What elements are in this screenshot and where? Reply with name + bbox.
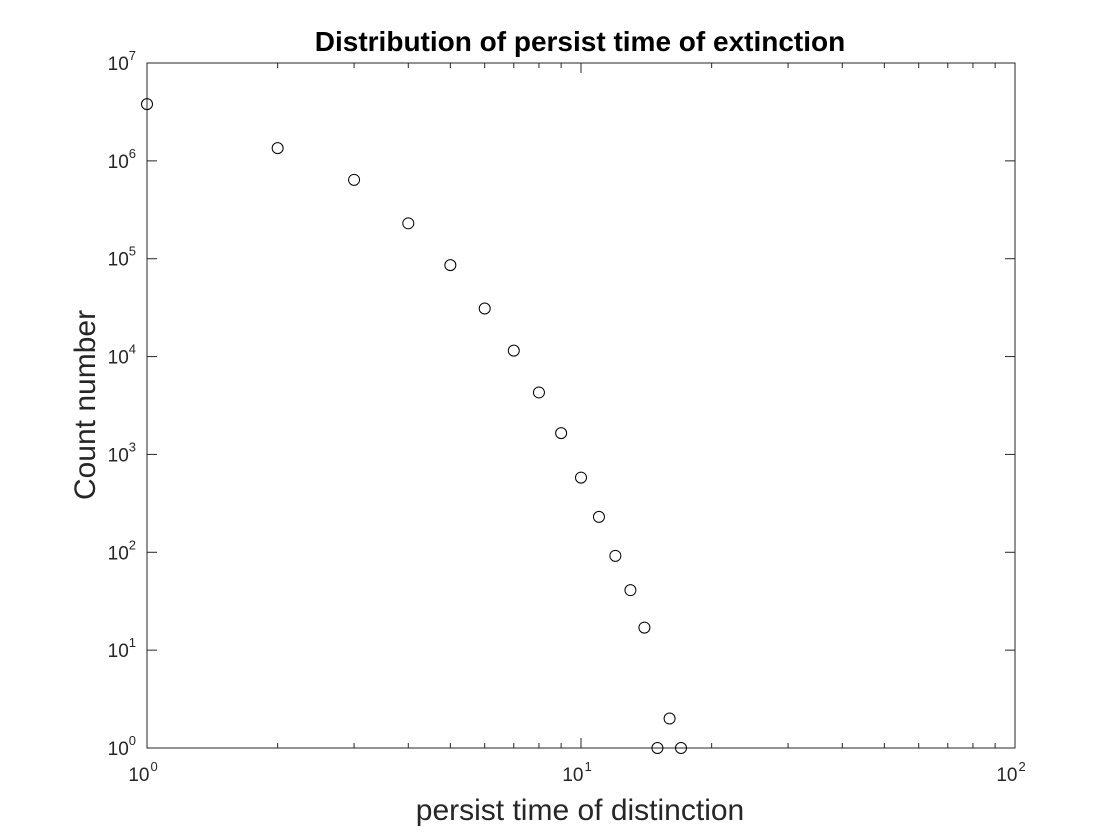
y-tick-label: 103 bbox=[108, 439, 136, 466]
data-point bbox=[575, 471, 587, 484]
data-point bbox=[638, 621, 651, 634]
data-point bbox=[651, 742, 664, 754]
data-point bbox=[555, 427, 568, 440]
x-tick-label: 101 bbox=[562, 759, 591, 786]
axis-ticks bbox=[146, 62, 1015, 749]
data-point bbox=[444, 259, 457, 272]
data-point bbox=[609, 549, 622, 562]
x-tick-label: 100 bbox=[128, 759, 157, 786]
data-point bbox=[675, 742, 688, 754]
data-point bbox=[532, 386, 545, 399]
data-point bbox=[592, 510, 605, 523]
x-tick-labels: 100 101 102 bbox=[128, 759, 1025, 786]
y-tick-label: 100 bbox=[108, 733, 136, 760]
y-tick-label: 105 bbox=[108, 244, 136, 271]
data-point bbox=[478, 302, 491, 315]
data-point bbox=[402, 217, 415, 230]
y-axis-label: Count number bbox=[69, 310, 102, 500]
data-point bbox=[271, 142, 284, 155]
data-point bbox=[663, 712, 676, 725]
x-tick-label: 102 bbox=[996, 759, 1025, 786]
data-point bbox=[624, 584, 637, 597]
y-tick-label: 102 bbox=[108, 537, 136, 564]
y-tick-label: 106 bbox=[108, 146, 136, 173]
data-point bbox=[141, 98, 153, 111]
y-tick-label: 107 bbox=[108, 48, 136, 75]
data-point bbox=[507, 344, 520, 357]
x-axis-label: persist time of distinction bbox=[416, 794, 744, 827]
chart-title: Distribution of persist time of extincti… bbox=[315, 26, 845, 57]
data-points bbox=[141, 98, 688, 754]
y-tick-label: 104 bbox=[108, 342, 136, 369]
y-tick-labels: 100 101 102 103 104 105 106 107 bbox=[108, 48, 136, 760]
y-tick-label: 101 bbox=[108, 635, 136, 662]
data-point bbox=[348, 173, 361, 186]
plot-area bbox=[146, 62, 1016, 749]
